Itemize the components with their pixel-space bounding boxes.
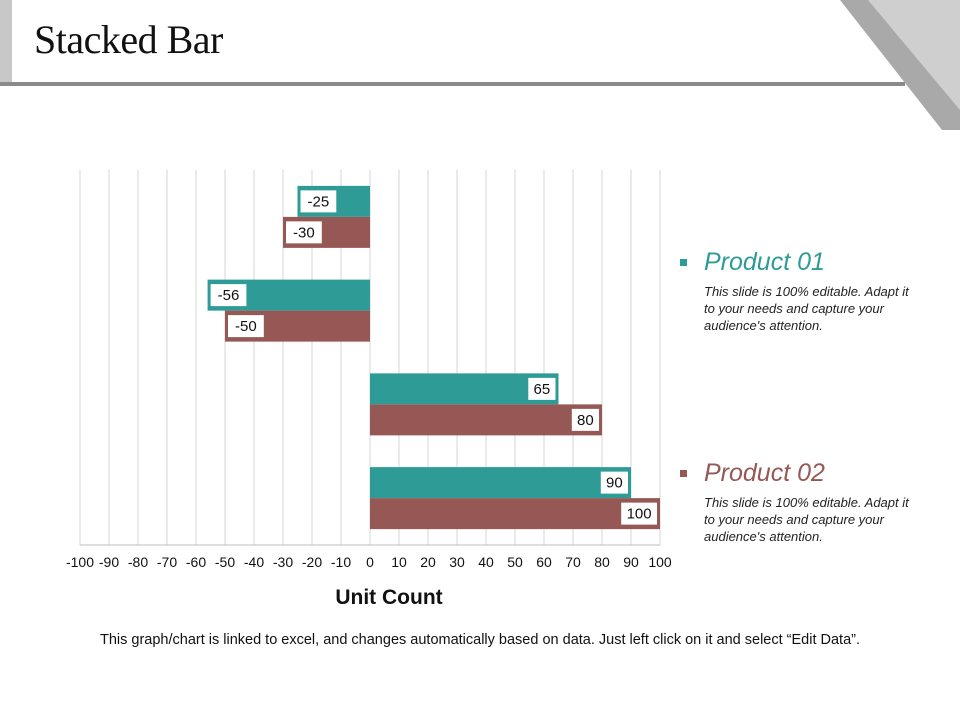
legend-marker: [680, 259, 687, 266]
legend-label: Product 01: [704, 248, 825, 276]
x-tick-label: 20: [420, 554, 436, 570]
chart-footnote: This graph/chart is linked to excel, and…: [99, 632, 861, 648]
data-label: 100: [627, 506, 652, 523]
x-tick-label: 80: [594, 554, 610, 570]
x-tick-label: 70: [565, 554, 581, 570]
x-tick-label: -10: [331, 554, 351, 570]
data-label: -25: [308, 193, 330, 210]
data-label-box: [286, 221, 322, 244]
x-tick-label: 100: [648, 554, 672, 570]
slide-title: Stacked Bar: [34, 17, 223, 62]
data-label-box: [571, 408, 599, 431]
legend-description: This slide is 100% editable. Adapt it to…: [704, 495, 909, 544]
x-tick-label: -70: [157, 554, 177, 570]
data-label: 65: [534, 381, 551, 398]
x-tick-label: 90: [623, 554, 639, 570]
data-label-box: [210, 284, 247, 307]
x-tick-label: 50: [507, 554, 523, 570]
x-tick-label: 40: [478, 554, 494, 570]
data-label-box: [300, 190, 337, 213]
corner-triangle-light: [840, 0, 960, 130]
data-label-box: [600, 471, 628, 494]
header-divider: [0, 82, 905, 86]
x-tick-label: 10: [391, 554, 407, 570]
x-tick-label: 0: [366, 554, 374, 570]
corner-triangle-dark: [840, 0, 960, 130]
x-tick-label: -20: [302, 554, 322, 570]
x-tick-label: -40: [244, 554, 264, 570]
x-tick-label: 60: [536, 554, 552, 570]
x-axis-label: Unit Count: [335, 586, 442, 609]
data-label: -30: [293, 224, 315, 241]
legend-item-product-01: Product 01 This slide is 100% editable. …: [680, 248, 922, 334]
legend-description: This slide is 100% editable. Adapt it to…: [704, 284, 909, 333]
data-label-box: [228, 315, 264, 338]
data-label: -50: [235, 318, 257, 335]
x-axis-ticks: -100 -90 -80 -70 -60 -50 -40 -30 -20 -10 0 10 20 30 40…: [66, 554, 672, 570]
legend-marker: [680, 470, 687, 477]
x-tick-label: 30: [449, 554, 465, 570]
x-tick-label: -60: [186, 554, 206, 570]
data-label-box: [528, 377, 556, 400]
x-tick-label: -100: [66, 554, 94, 570]
corner-decoration: [840, 0, 960, 130]
header-accent-bar: [0, 0, 12, 82]
legend-item-product-02: Product 02 This slide is 100% editable. …: [680, 459, 922, 545]
bar-product-02: [370, 498, 660, 530]
data-label: -56: [218, 287, 240, 304]
bar-product-01: [370, 373, 559, 405]
data-label-box: [621, 502, 657, 525]
x-tick-label: -90: [99, 554, 119, 570]
bar-product-02: [370, 404, 602, 436]
x-tick-label: -50: [215, 554, 235, 570]
x-tick-label: -30: [273, 554, 293, 570]
bar-product-01: [370, 467, 631, 499]
x-tick-label: -80: [128, 554, 148, 570]
data-label: 80: [577, 412, 594, 429]
legend-label: Product 02: [704, 459, 825, 487]
data-label: 90: [606, 475, 623, 492]
